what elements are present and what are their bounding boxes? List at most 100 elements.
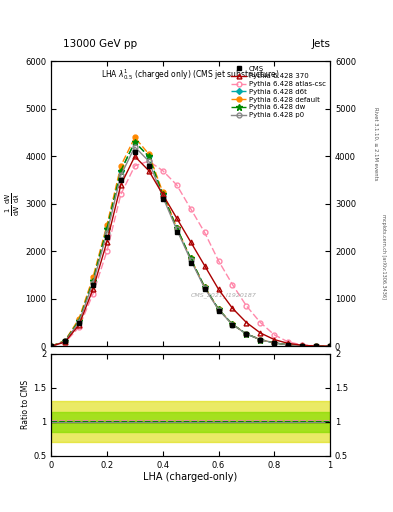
Pythia 6.428 atlas-csc: [105, 248, 109, 254]
Pythia 6.428 p0: [300, 343, 305, 349]
Pythia 6.428 d6t: [188, 255, 193, 262]
Pythia 6.428 d6t: [328, 343, 332, 349]
Pythia 6.428 p0: [314, 343, 318, 349]
Pythia 6.428 370: [216, 286, 221, 292]
Pythia 6.428 atlas-csc: [160, 167, 165, 174]
Pythia 6.428 370: [230, 305, 235, 311]
Pythia 6.428 d6t: [77, 317, 81, 323]
Pythia 6.428 dw: [188, 255, 193, 262]
Pythia 6.428 d6t: [286, 342, 291, 348]
Pythia 6.428 dw: [49, 343, 53, 349]
Text: Rivet 3.1.10, ≥ 2.1M events: Rivet 3.1.10, ≥ 2.1M events: [373, 106, 378, 180]
CMS: [49, 343, 53, 349]
Pythia 6.428 370: [105, 239, 109, 245]
Pythia 6.428 default: [272, 340, 277, 346]
Pythia 6.428 dw: [132, 139, 137, 145]
CMS: [272, 340, 277, 346]
CMS: [63, 338, 68, 345]
Pythia 6.428 default: [258, 336, 263, 343]
CMS: [105, 234, 109, 240]
Pythia 6.428 p0: [244, 331, 249, 337]
Pythia 6.428 p0: [119, 172, 123, 178]
Pythia 6.428 atlas-csc: [91, 291, 95, 297]
Pythia 6.428 d6t: [105, 224, 109, 230]
Pythia 6.428 default: [119, 163, 123, 169]
Pythia 6.428 d6t: [300, 343, 305, 349]
Pythia 6.428 default: [328, 343, 332, 349]
Pythia 6.428 p0: [230, 322, 235, 328]
Bar: [51, 412, 330, 432]
CMS: [174, 229, 179, 236]
Pythia 6.428 atlas-csc: [230, 282, 235, 288]
CMS: [91, 282, 95, 288]
Pythia 6.428 p0: [202, 285, 207, 291]
Pythia 6.428 dw: [244, 331, 249, 337]
Pythia 6.428 dw: [258, 336, 263, 343]
Pythia 6.428 p0: [258, 336, 263, 343]
Pythia 6.428 default: [314, 343, 318, 349]
Pythia 6.428 default: [202, 284, 207, 290]
CMS: [132, 148, 137, 155]
Pythia 6.428 370: [188, 239, 193, 245]
Pythia 6.428 default: [286, 342, 291, 348]
Pythia 6.428 370: [160, 191, 165, 198]
Pythia 6.428 atlas-csc: [77, 324, 81, 330]
Pythia 6.428 atlas-csc: [314, 343, 318, 349]
Pythia 6.428 370: [63, 339, 68, 345]
CMS: [230, 322, 235, 328]
Pythia 6.428 370: [119, 182, 123, 188]
Y-axis label: $\frac{1}{\mathrm{d}N}\,\frac{\mathrm{d}N}{\mathrm{d}\lambda}$: $\frac{1}{\mathrm{d}N}\,\frac{\mathrm{d}…: [4, 192, 22, 216]
Pythia 6.428 default: [146, 151, 151, 157]
Pythia 6.428 370: [286, 340, 291, 347]
Pythia 6.428 dw: [146, 153, 151, 159]
Pythia 6.428 d6t: [119, 167, 123, 174]
Text: mcplots.cern.ch [arXiv:1306.3436]: mcplots.cern.ch [arXiv:1306.3436]: [381, 214, 386, 298]
Pythia 6.428 atlas-csc: [188, 205, 193, 211]
Pythia 6.428 d6t: [49, 343, 53, 349]
Line: Pythia 6.428 default: Pythia 6.428 default: [49, 135, 332, 349]
Pythia 6.428 default: [49, 343, 53, 349]
Pythia 6.428 370: [314, 343, 318, 349]
Pythia 6.428 d6t: [174, 224, 179, 230]
CMS: [244, 331, 249, 337]
Line: Pythia 6.428 370: Pythia 6.428 370: [49, 154, 332, 349]
CMS: [300, 343, 305, 349]
Line: CMS: CMS: [49, 149, 332, 349]
Pythia 6.428 p0: [188, 257, 193, 263]
Pythia 6.428 p0: [174, 226, 179, 232]
CMS: [188, 260, 193, 266]
CMS: [328, 343, 332, 349]
Pythia 6.428 default: [174, 224, 179, 230]
Text: CMS_2021_I1920187: CMS_2021_I1920187: [191, 292, 257, 298]
Pythia 6.428 d6t: [244, 331, 249, 337]
Pythia 6.428 d6t: [230, 322, 235, 328]
Pythia 6.428 dw: [105, 225, 109, 231]
Pythia 6.428 atlas-csc: [174, 182, 179, 188]
Pythia 6.428 atlas-csc: [146, 158, 151, 164]
CMS: [77, 319, 81, 326]
Pythia 6.428 dw: [286, 342, 291, 348]
Pythia 6.428 370: [272, 336, 277, 343]
CMS: [202, 286, 207, 292]
Pythia 6.428 dw: [300, 343, 305, 349]
CMS: [119, 177, 123, 183]
CMS: [314, 343, 318, 349]
Pythia 6.428 370: [132, 153, 137, 159]
Pythia 6.428 p0: [216, 307, 221, 313]
CMS: [286, 342, 291, 348]
Bar: [51, 401, 330, 442]
Pythia 6.428 atlas-csc: [202, 229, 207, 236]
Pythia 6.428 dw: [91, 278, 95, 284]
Text: 13000 GeV pp: 13000 GeV pp: [63, 38, 137, 49]
Pythia 6.428 p0: [146, 158, 151, 164]
Pythia 6.428 atlas-csc: [49, 343, 53, 349]
Pythia 6.428 p0: [160, 194, 165, 200]
Pythia 6.428 dw: [272, 340, 277, 346]
Pythia 6.428 d6t: [160, 191, 165, 198]
Text: LHA $\lambda^{1}_{0.5}$ (charged only) (CMS jet substructure): LHA $\lambda^{1}_{0.5}$ (charged only) (…: [101, 67, 280, 82]
Pythia 6.428 370: [258, 330, 263, 336]
Text: Jets: Jets: [311, 38, 330, 49]
Pythia 6.428 d6t: [202, 284, 207, 290]
Pythia 6.428 370: [202, 263, 207, 269]
Pythia 6.428 370: [300, 342, 305, 348]
